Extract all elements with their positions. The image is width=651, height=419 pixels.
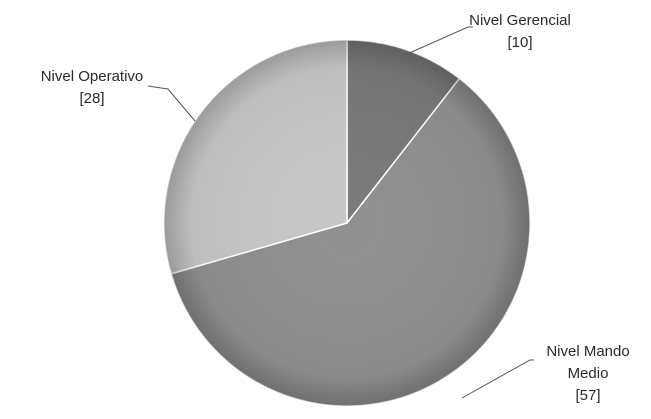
slice-value-label: [57] [575, 387, 600, 404]
leader-lines [147, 26, 534, 399]
slice-name-label: Nivel Operativo [41, 68, 144, 85]
slice-name-label: Medio [568, 365, 609, 382]
leader-line [461, 359, 534, 399]
leader-line [147, 85, 196, 122]
slice-value-label: [10] [507, 34, 532, 51]
slice-name-label: Nivel Mando [546, 343, 629, 360]
slice-value-label: [28] [79, 90, 104, 107]
slice-labels: Nivel Gerencial [10] Nivel Mando Medio [57] N… [41, 12, 630, 404]
leader-line [404, 26, 473, 56]
pie-slices [163, 39, 531, 407]
slice-name-label: Nivel Gerencial [469, 12, 571, 29]
